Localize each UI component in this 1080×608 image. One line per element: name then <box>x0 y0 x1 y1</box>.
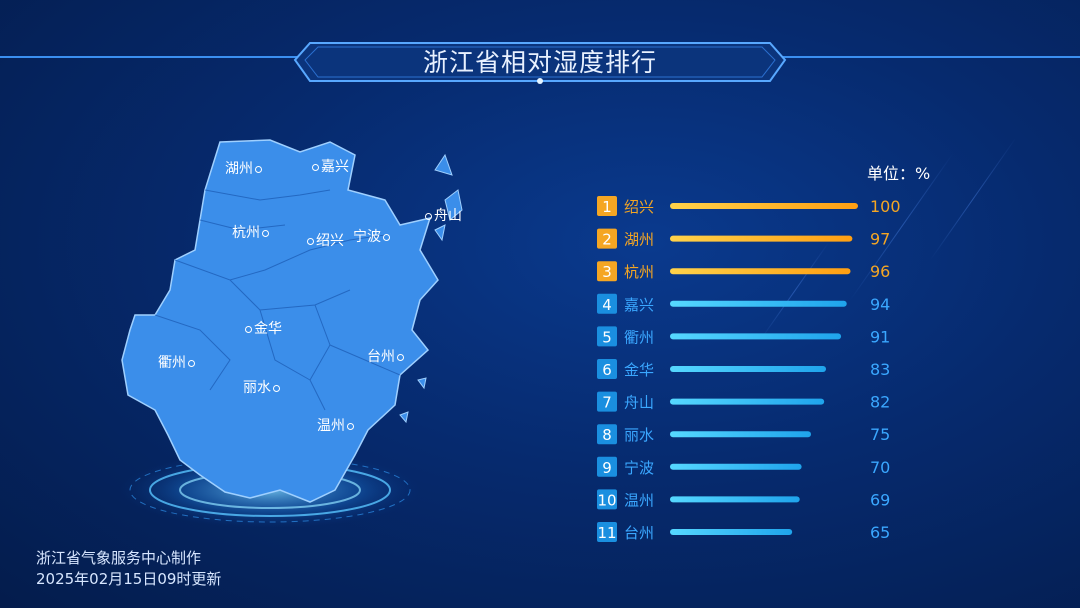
rank-badge <box>597 424 617 445</box>
location-pin-icon <box>312 163 319 171</box>
map-label-wenzhou: 温州 <box>317 415 356 435</box>
location-pin-icon <box>425 212 432 220</box>
category-label: 绍兴 <box>624 198 654 216</box>
value-bar <box>670 398 825 405</box>
value-bar <box>670 300 847 307</box>
rank-badge <box>597 522 617 542</box>
title-frame <box>0 42 1080 84</box>
location-pin-icon <box>188 359 195 367</box>
rank-badge <box>597 228 617 249</box>
map-label-taizhou: 台州 <box>367 346 406 366</box>
rank-number: 6 <box>602 361 612 379</box>
value-label: 70 <box>870 458 890 477</box>
value-label: 97 <box>870 230 890 249</box>
rank-number: 4 <box>602 296 612 314</box>
map-label-huzhou: 湖州 <box>225 158 264 178</box>
rank-number: 5 <box>602 328 612 346</box>
value-label: 69 <box>870 490 890 509</box>
map-label-quzhou: 衢州 <box>158 352 197 372</box>
value-label: 65 <box>870 523 890 542</box>
title-banner: 浙江省相对湿度排行 <box>0 38 1080 88</box>
map-label-hangzhou: 杭州 <box>232 222 271 242</box>
map-label-jiaxing: 嘉兴 <box>310 156 349 176</box>
category-label: 舟山 <box>624 394 654 412</box>
zhejiang-map: 湖州 嘉兴 杭州 绍兴 宁波 舟山 金华 衢州 台州 丽水 温州 <box>100 130 480 530</box>
map-shape <box>120 139 463 528</box>
rank-badge <box>597 293 617 314</box>
value-label: 100 <box>870 197 901 216</box>
footer: 浙江省气象服务中心制作 2025年02月15日09时更新 <box>36 548 221 590</box>
category-label: 台州 <box>624 524 654 542</box>
rank-number: 11 <box>597 524 616 542</box>
location-pin-icon <box>383 233 390 241</box>
category-label: 温州 <box>624 491 654 509</box>
value-label: 75 <box>870 425 890 444</box>
category-label: 衢州 <box>624 328 654 346</box>
value-label: 91 <box>870 327 890 346</box>
map-label-jinhua: 金华 <box>243 318 282 338</box>
footer-update-time: 2025年02月15日09时更新 <box>36 570 222 588</box>
value-bar <box>670 333 842 340</box>
rank-badge <box>597 261 617 282</box>
rank-number: 9 <box>602 459 612 477</box>
value-label: 83 <box>870 360 890 379</box>
rank-badge <box>597 391 617 412</box>
location-pin-icon <box>255 165 262 173</box>
rank-badge <box>597 326 617 347</box>
rank-badge <box>597 196 617 216</box>
rank-number: 1 <box>602 198 612 216</box>
location-pin-icon <box>273 384 280 392</box>
rank-badge <box>597 489 617 510</box>
rank-number: 8 <box>602 426 612 444</box>
value-label: 94 <box>870 295 890 314</box>
rank-badge <box>597 359 617 379</box>
value-label: 96 <box>870 262 890 281</box>
value-bar <box>670 268 851 275</box>
location-pin-icon <box>307 237 314 245</box>
category-label: 杭州 <box>624 263 654 281</box>
value-bar <box>670 235 853 242</box>
value-bar <box>670 203 858 209</box>
category-label: 嘉兴 <box>624 296 654 314</box>
value-bar <box>670 431 811 438</box>
map-label-shaoxing: 绍兴 <box>305 230 344 250</box>
value-label: 82 <box>870 393 890 412</box>
value-bar <box>670 529 793 535</box>
category-label: 湖州 <box>624 231 654 249</box>
value-bar <box>670 463 802 470</box>
location-pin-icon <box>262 229 269 237</box>
map-label-lishui: 丽水 <box>243 377 282 397</box>
category-label: 金华 <box>624 361 654 379</box>
map-label-zhoushan: 舟山 <box>423 205 462 225</box>
rank-number: 7 <box>602 394 612 412</box>
location-pin-icon <box>397 353 404 361</box>
value-bar <box>670 496 800 503</box>
map-label-ningbo: 宁波 <box>353 226 392 246</box>
location-pin-icon <box>245 325 252 333</box>
category-label: 丽水 <box>624 426 654 444</box>
page-title: 浙江省相对湿度排行 <box>422 48 657 77</box>
category-label: 宁波 <box>624 459 654 477</box>
footer-producer: 浙江省气象服务中心制作 <box>36 549 202 567</box>
unit-label: 单位：% <box>867 164 930 183</box>
value-bar <box>670 366 827 372</box>
rank-number: 10 <box>597 491 616 509</box>
location-pin-icon <box>347 422 354 430</box>
rank-number: 3 <box>602 263 612 281</box>
rank-number: 2 <box>602 231 612 249</box>
rank-badge <box>597 456 617 477</box>
